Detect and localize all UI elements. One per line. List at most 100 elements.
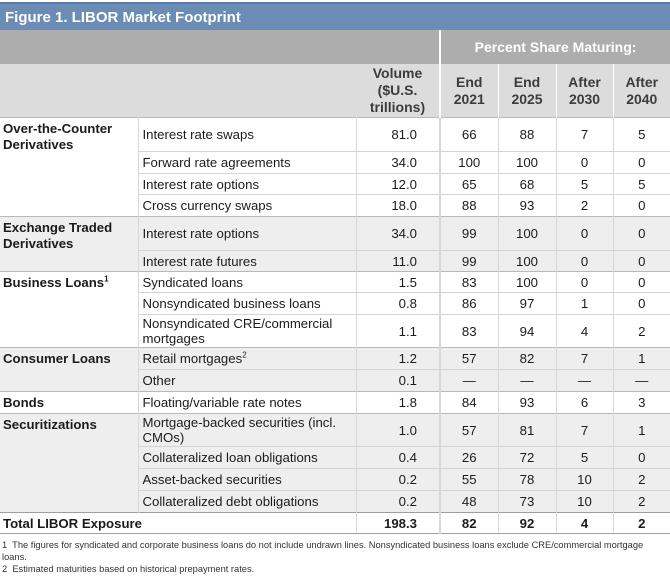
- share-cell-after2030: 0: [556, 250, 614, 272]
- share-cell-after2040: 0: [613, 216, 670, 251]
- table-row: Collateralized debt obligations 0.2 48 73 10…: [0, 490, 670, 513]
- volume-cell: 11.0: [356, 250, 442, 272]
- category-label: Consumer Loans: [0, 347, 139, 392]
- table-row: Business Loans1 Syndicated loans 1.5 83 100 0…: [0, 271, 670, 348]
- share-cell-end2021: 86: [440, 292, 499, 315]
- total-after-2030: 4: [556, 512, 614, 534]
- footnote-2: 2 Estimated maturities based on historic…: [2, 564, 255, 574]
- table-row: Bonds Floating/variable rate notes 1.8 84 93…: [0, 391, 670, 414]
- col-volume: Volume ($U.S. trillions): [356, 64, 442, 118]
- table-row: Consumer Loans Retail mortgages2 1.2 57 82 7 1: [0, 347, 670, 392]
- col-after-2040: After 2040: [613, 64, 670, 118]
- category-label: Securitizations: [0, 413, 139, 513]
- share-cell-end2021: 26: [440, 446, 499, 469]
- share-cell-after2040: 0: [613, 250, 670, 272]
- share-cell-end2021: 48: [440, 490, 499, 513]
- share-cell-end2025: 100: [498, 216, 557, 251]
- table-row: Collateralized loan obligations 0.4 26 72 5 0: [0, 446, 670, 469]
- row-item-label: Asset-backed securities: [138, 468, 357, 491]
- volume-cell: 34.0: [356, 216, 442, 251]
- table-row: Forward rate agreements 34.0 100 100 0 0: [0, 151, 670, 174]
- share-cell-after2040: 1: [613, 413, 670, 447]
- share-cell-end2021: —: [440, 369, 499, 392]
- share-cell-after2030: 10: [556, 468, 614, 491]
- share-cell-end2025: 97: [498, 292, 557, 315]
- share-cell-after2030: 0: [556, 271, 614, 293]
- share-cell-after2040: 0: [613, 446, 670, 469]
- share-cell-end2025: 100: [498, 151, 557, 174]
- volume-cell: 0.2: [356, 468, 442, 491]
- share-cell-end2025: 88: [498, 117, 557, 152]
- share-cell-end2025: 82: [498, 347, 557, 370]
- share-cell-after2040: 1: [613, 347, 670, 370]
- share-cell-end2021: 57: [440, 347, 499, 370]
- total-volume: 198.3: [356, 512, 442, 534]
- total-end-2021: 82: [440, 512, 499, 534]
- percent-share-header: Percent Share Maturing:: [440, 30, 670, 64]
- share-cell-end2021: 100: [440, 151, 499, 174]
- table-row: Interest rate futures 11.0 99 100 0 0: [0, 250, 670, 272]
- share-cell-after2040: 0: [613, 194, 670, 217]
- total-end-2025: 92: [498, 512, 557, 534]
- volume-cell: 0.4: [356, 446, 442, 469]
- share-cell-end2021: 88: [440, 194, 499, 217]
- share-cell-after2030: 2: [556, 194, 614, 217]
- row-item-label: Interest rate options: [138, 216, 357, 251]
- col-end-2025: End 2025: [498, 64, 557, 118]
- share-cell-after2030: 6: [556, 391, 614, 414]
- category-label: Bonds: [0, 391, 139, 414]
- share-cell-end2021: 57: [440, 413, 499, 447]
- libor-table: Percent Share Maturing: Volume ($U.S. tril…: [0, 30, 670, 534]
- volume-cell: 0.8: [356, 292, 442, 315]
- row-item-label: Floating/variable rate notes: [138, 391, 357, 414]
- row-item-label: Collateralized loan obligations: [138, 446, 357, 469]
- share-cell-end2021: 83: [440, 314, 499, 348]
- share-cell-after2040: 2: [613, 468, 670, 491]
- share-cell-after2030: 5: [556, 446, 614, 469]
- category-label: Over-the-Counter Derivatives: [0, 117, 139, 217]
- volume-cell: 34.0: [356, 151, 442, 174]
- figure-title: Figure 1. LIBOR Market Footprint: [0, 2, 670, 30]
- table-row: Asset-backed securities 0.2 55 78 10 2: [0, 468, 670, 491]
- share-cell-end2021: 84: [440, 391, 499, 414]
- volume-cell: 1.5: [356, 271, 442, 293]
- col-after-2030: After 2030: [556, 64, 614, 118]
- row-item-label: Cross currency swaps: [138, 194, 357, 217]
- share-cell-end2021: 83: [440, 271, 499, 293]
- share-cell-after2040: 5: [613, 117, 670, 152]
- table-row: Over-the-Counter Derivatives Interest rat…: [0, 117, 670, 217]
- share-cell-end2025: 72: [498, 446, 557, 469]
- share-cell-after2040: 0: [613, 151, 670, 174]
- row-item-label: Mortgage-backed securities (incl. CMOs): [138, 413, 357, 447]
- table-row: Other 0.1— — — —: [0, 369, 670, 392]
- share-cell-end2025: 68: [498, 173, 557, 195]
- footnotes: 1 The figures for syndicated and corpora…: [0, 534, 670, 576]
- share-cell-after2030: 4: [556, 314, 614, 348]
- volume-cell: 1.0: [356, 413, 442, 447]
- share-cell-end2025: 100: [498, 271, 557, 293]
- row-item-label: Other: [138, 369, 357, 392]
- share-cell-after2040: 2: [613, 314, 670, 348]
- share-cell-end2021: 99: [440, 216, 499, 251]
- share-cell-after2030: 7: [556, 117, 614, 152]
- share-cell-after2040: —: [613, 369, 670, 392]
- share-cell-after2030: 7: [556, 347, 614, 370]
- table-row: Nonsyndicated CRE/commercial mortgages 1.…: [0, 314, 670, 348]
- table-body: Over-the-Counter Derivatives Interest rat…: [0, 117, 670, 513]
- volume-cell: 18.0: [356, 194, 442, 217]
- row-item-label: Forward rate agreements: [138, 151, 357, 174]
- share-cell-end2025: 93: [498, 194, 557, 217]
- row-item-label: Retail mortgages2: [138, 347, 357, 370]
- volume-cell: 81.0: [356, 117, 442, 152]
- table-row: Exchange Traded Derivatives Interest rate…: [0, 216, 670, 272]
- volume-cell: 1.1: [356, 314, 442, 348]
- total-label: Total LIBOR Exposure: [0, 512, 357, 534]
- volume-cell: 0.2: [356, 490, 442, 513]
- share-cell-after2030: —: [556, 369, 614, 392]
- category-label: Exchange Traded Derivatives: [0, 216, 139, 272]
- total-after-2040: 2: [613, 512, 670, 534]
- share-cell-after2040: 0: [613, 271, 670, 293]
- share-cell-after2030: 0: [556, 216, 614, 251]
- share-cell-after2040: 2: [613, 490, 670, 513]
- total-row: Total LIBOR Exposure 198.3 82 92 4 2: [0, 512, 670, 534]
